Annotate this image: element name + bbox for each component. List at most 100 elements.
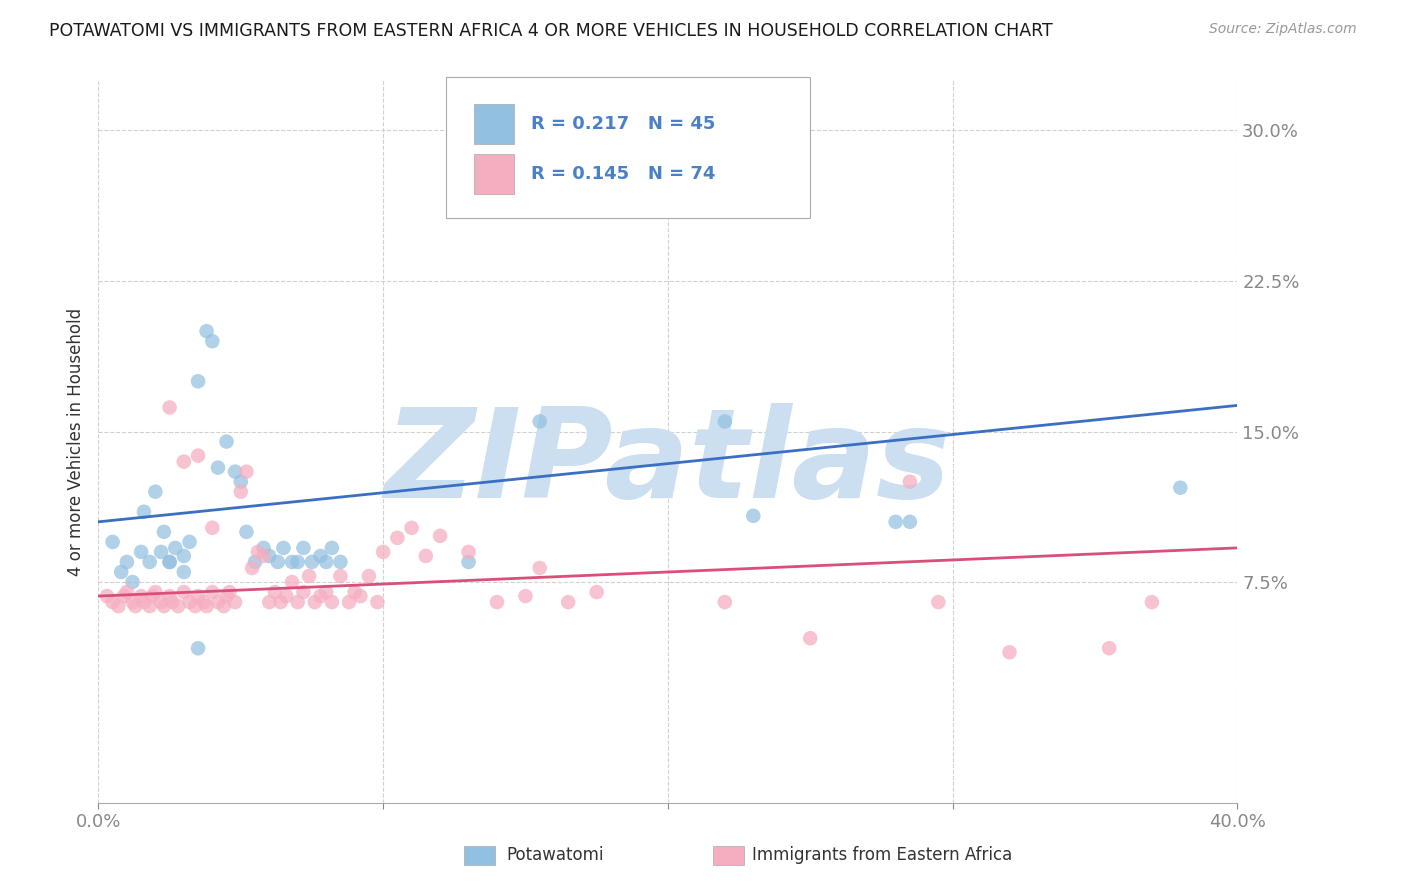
Point (240, 561, 263, 575)
Point (162, 595, 184, 609)
Point (193, 595, 215, 609)
Point (153, 524, 176, 539)
Point (292, 585, 315, 599)
Point (252, 541, 274, 555)
Point (167, 599, 190, 614)
Point (215, 589, 238, 603)
Point (292, 541, 315, 555)
Point (201, 521, 224, 535)
Bar (474, 154, 515, 194)
Point (201, 334, 224, 348)
Point (252, 549, 274, 563)
Point (179, 534, 201, 549)
Point (129, 545, 152, 559)
Point (276, 589, 298, 603)
Point (224, 595, 246, 609)
Point (799, 632, 821, 646)
Point (298, 569, 321, 583)
Point (150, 595, 173, 609)
Text: R = 0.145   N = 74: R = 0.145 N = 74 (531, 165, 716, 183)
Point (150, 545, 173, 559)
Point (115, 555, 138, 569)
Point (101, 595, 124, 609)
FancyBboxPatch shape (446, 77, 810, 218)
Point (153, 599, 176, 614)
Point (243, 555, 266, 569)
Point (429, 529, 451, 543)
Point (96, 589, 118, 603)
Point (179, 595, 201, 609)
Point (366, 595, 388, 609)
Point (281, 574, 304, 589)
Point (229, 484, 252, 499)
Point (1140, 595, 1163, 609)
Point (201, 585, 224, 599)
Point (264, 585, 287, 599)
Point (121, 574, 143, 589)
Point (898, 475, 921, 489)
Point (184, 599, 207, 614)
Point (246, 545, 269, 559)
Point (585, 585, 607, 599)
Point (121, 595, 143, 609)
Point (187, 641, 209, 656)
Point (401, 521, 423, 535)
Point (898, 515, 921, 529)
Point (115, 585, 138, 599)
Point (159, 555, 181, 569)
Point (387, 531, 409, 545)
Text: ZIPatlas: ZIPatlas (385, 402, 950, 524)
Point (212, 599, 235, 614)
Point (207, 460, 229, 475)
Point (321, 595, 343, 609)
Point (165, 541, 187, 555)
Point (259, 595, 281, 609)
Point (315, 555, 337, 569)
Point (270, 595, 292, 609)
Point (301, 555, 323, 569)
Point (229, 475, 252, 489)
Point (281, 555, 304, 569)
Point (173, 549, 195, 563)
Point (742, 508, 765, 523)
Point (287, 555, 309, 569)
Point (287, 595, 309, 609)
Point (129, 589, 152, 603)
Point (1098, 641, 1121, 656)
Point (357, 569, 380, 583)
Point (218, 585, 240, 599)
Text: Immigrants from Eastern Africa: Immigrants from Eastern Africa (752, 846, 1012, 863)
Text: Potawatomi: Potawatomi (506, 846, 603, 863)
Point (138, 599, 160, 614)
Text: Source: ZipAtlas.com: Source: ZipAtlas.com (1209, 22, 1357, 37)
Point (145, 585, 167, 599)
Point (557, 595, 579, 609)
Point (110, 565, 132, 579)
Bar (474, 103, 515, 144)
Point (187, 589, 209, 603)
Point (124, 599, 146, 614)
Point (132, 505, 155, 519)
Point (486, 595, 509, 609)
Point (884, 515, 907, 529)
Point (195, 324, 218, 338)
Point (304, 595, 326, 609)
Point (343, 585, 366, 599)
Point (173, 454, 195, 469)
Point (224, 465, 246, 479)
Point (998, 645, 1021, 659)
Point (235, 524, 257, 539)
Point (259, 549, 281, 563)
Point (207, 595, 229, 609)
Point (138, 555, 160, 569)
Point (173, 585, 195, 599)
Point (273, 541, 295, 555)
Point (159, 555, 181, 569)
Point (457, 545, 479, 559)
Point (235, 465, 257, 479)
Point (529, 561, 551, 575)
Point (309, 589, 332, 603)
Point (187, 375, 209, 389)
Point (173, 565, 195, 579)
Point (315, 585, 337, 599)
